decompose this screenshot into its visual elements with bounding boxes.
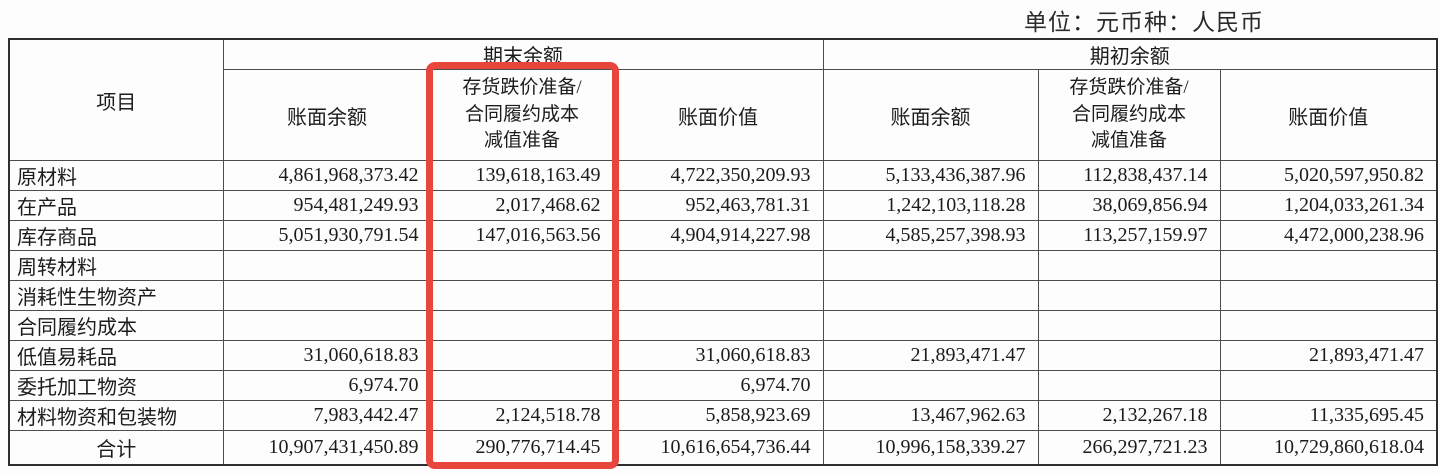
cell-item: 在产品	[8, 190, 224, 221]
cell-begin-value-total: 10,729,860,618.04	[1219, 430, 1438, 465]
cell-begin-provision	[1037, 340, 1221, 371]
cell-begin-balance: 4,585,257,398.93	[822, 220, 1039, 251]
cell-item: 委托加工物资	[8, 370, 224, 401]
cell-begin-provision	[1037, 310, 1221, 341]
header-begin-provision: 存货跌价准备/ 合同履约成本 减值准备	[1037, 69, 1221, 161]
cell-begin-balance: 1,242,103,118.28	[822, 190, 1039, 221]
cell-begin-balance: 5,133,436,387.96	[822, 160, 1039, 191]
header-item: 项目	[8, 38, 224, 161]
unit-currency-label: 单位：元币种：人民币	[1024, 10, 1264, 35]
cell-end-value: 952,463,781.31	[612, 190, 824, 221]
table-row-work-in-progress: 在产品 954,481,249.93 2,017,468.62 952,463,…	[8, 190, 1438, 221]
cell-item: 低值易耗品	[8, 340, 224, 371]
cell-begin-provision: 112,838,437.14	[1037, 160, 1221, 191]
cell-begin-value	[1219, 370, 1438, 401]
cell-begin-balance	[822, 280, 1039, 311]
cell-begin-balance: 21,893,471.47	[822, 340, 1039, 371]
table-row-stock-goods: 库存商品 5,051,930,791.54 147,016,563.56 4,9…	[8, 220, 1438, 251]
cell-begin-balance	[822, 250, 1039, 281]
cell-end-provision: 147,016,563.56	[430, 220, 614, 251]
cell-item-total: 合计	[8, 430, 224, 465]
cell-begin-provision: 38,069,856.94	[1037, 190, 1221, 221]
cell-end-provision: 2,124,518.78	[430, 400, 614, 431]
cell-end-value: 31,060,618.83	[612, 340, 824, 371]
table-header-sub-row: 账面余额 存货跌价准备/ 合同履约成本 减值准备 账面价值 账面余额 存货跌价准…	[9, 69, 1438, 161]
header-end-provision: 存货跌价准备/ 合同履约成本 减值准备	[430, 69, 614, 161]
table-row-entrusted-processing-materials: 委托加工物资 6,974.70 6,974.70	[8, 370, 1438, 401]
cell-end-value	[612, 280, 824, 311]
table-row-consumable-biological-assets: 消耗性生物资产	[8, 280, 1438, 311]
cell-begin-value: 4,472,000,238.96	[1219, 220, 1438, 251]
cell-item: 库存商品	[8, 220, 224, 251]
cell-begin-provision	[1037, 370, 1221, 401]
cell-begin-value: 11,335,695.45	[1219, 400, 1438, 431]
cell-item: 合同履约成本	[8, 310, 224, 341]
cell-item: 材料物资和包装物	[8, 400, 224, 431]
header-begin-book-balance: 账面余额	[822, 69, 1039, 161]
table-row-total: 合计 10,907,431,450.89 290,776,714.45 10,6…	[8, 430, 1438, 465]
header-begin-book-value: 账面价值	[1219, 69, 1438, 161]
cell-begin-provision	[1037, 250, 1221, 281]
cell-begin-value	[1219, 310, 1438, 341]
cell-begin-provision: 2,132,267.18	[1037, 400, 1221, 431]
cell-begin-value: 21,893,471.47	[1219, 340, 1438, 371]
cell-end-provision	[430, 250, 614, 281]
table-row-turnover-materials: 周转材料	[8, 250, 1438, 281]
cell-begin-balance	[822, 310, 1039, 341]
cell-end-balance: 954,481,249.93	[222, 190, 432, 221]
header-ending-balance-group: 期末余额	[222, 38, 824, 70]
cell-end-balance	[222, 280, 432, 311]
table-row-low-value-consumables: 低值易耗品 31,060,618.83 31,060,618.83 21,893…	[8, 340, 1438, 371]
header-end-book-balance: 账面余额	[222, 69, 432, 161]
cell-end-balance: 5,051,930,791.54	[222, 220, 432, 251]
table-header-group-row: 项目 期末余额 期初余额	[8, 38, 1438, 161]
cell-begin-provision: 113,257,159.97	[1037, 220, 1221, 251]
cell-end-provision: 2,017,468.62	[430, 190, 614, 221]
table-row-contract-performance-cost: 合同履约成本	[8, 310, 1438, 341]
table-row-materials-and-packaging: 材料物资和包装物 7,983,442.47 2,124,518.78 5,858…	[8, 400, 1438, 431]
cell-end-balance: 4,861,968,373.42	[222, 160, 432, 191]
cell-end-balance	[222, 310, 432, 341]
cell-end-value: 4,722,350,209.93	[612, 160, 824, 191]
cell-end-balance: 7,983,442.47	[222, 400, 432, 431]
cell-item: 原材料	[8, 160, 224, 191]
inventory-table-container: 项目 期末余额 期初余额 账面余额 存货跌价准备/ 合同履约成本 减值准备 账面…	[8, 38, 1439, 466]
cell-item: 周转材料	[8, 250, 224, 281]
cell-end-provision	[430, 340, 614, 371]
cell-end-balance-total: 10,907,431,450.89	[222, 430, 432, 465]
cell-end-provision: 139,618,163.49	[430, 160, 614, 191]
cell-end-value: 6,974.70	[612, 370, 824, 401]
cell-end-balance: 6,974.70	[222, 370, 432, 401]
inventory-table: 项目 期末余额 期初余额 账面余额 存货跌价准备/ 合同履约成本 减值准备 账面…	[8, 38, 1439, 466]
cell-begin-provision	[1037, 280, 1221, 311]
cell-begin-value: 1,204,033,261.34	[1219, 190, 1438, 221]
table-row-raw-materials: 原材料 4,861,968,373.42 139,618,163.49 4,72…	[8, 160, 1438, 191]
cell-begin-value	[1219, 280, 1438, 311]
header-beginning-balance-group: 期初余额	[822, 38, 1438, 70]
cell-end-provision	[430, 310, 614, 341]
cell-begin-balance	[822, 370, 1039, 401]
header-end-book-value: 账面价值	[612, 69, 824, 161]
cell-end-balance: 31,060,618.83	[222, 340, 432, 371]
cell-begin-provision-total: 266,297,721.23	[1037, 430, 1221, 465]
cell-begin-value	[1219, 250, 1438, 281]
cell-end-value: 5,858,923.69	[612, 400, 824, 431]
cell-end-provision	[430, 370, 614, 401]
cell-item: 消耗性生物资产	[8, 280, 224, 311]
cell-end-provision	[430, 280, 614, 311]
cell-end-value	[612, 250, 824, 281]
cell-end-provision-total: 290,776,714.45	[430, 430, 614, 465]
cell-end-balance	[222, 250, 432, 281]
cell-begin-balance: 13,467,962.63	[822, 400, 1039, 431]
cell-begin-balance-total: 10,996,158,339.27	[822, 430, 1039, 465]
cell-begin-value: 5,020,597,950.82	[1219, 160, 1438, 191]
cell-end-value: 4,904,914,227.98	[612, 220, 824, 251]
cell-end-value	[612, 310, 824, 341]
cell-end-value-total: 10,616,654,736.44	[612, 430, 824, 465]
